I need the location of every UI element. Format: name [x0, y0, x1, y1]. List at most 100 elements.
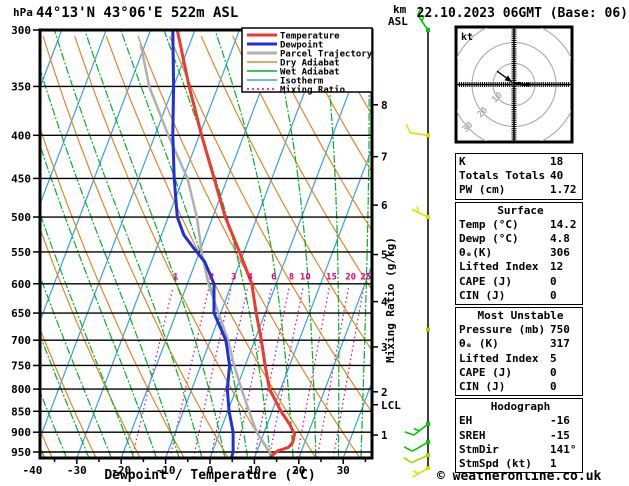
stats-tables: K 18 Totals Totals 40 PW (cm) 1.72 Surface Temp… [455, 153, 583, 475]
isotherm-line [342, 383, 371, 457]
stats-value: 1 [550, 457, 557, 471]
mixing-ratio-line [235, 286, 273, 457]
legend-label-0: Temperature [280, 32, 340, 42]
stats-section-2: Most Unstable Pressure (mb) 750 θₑ (K) 317 Li… [455, 307, 583, 397]
temp-axis: -40 -30 -20 -10 0 10 20 30 [22, 458, 367, 477]
wind-barb-shaft [413, 423, 429, 436]
pressure-unit-label: hPa [13, 6, 33, 19]
wind-barb-half-tick [420, 15, 425, 22]
temp-tick-label: -30 [67, 464, 87, 477]
stats-section-3: Hodograph EH -16 SREH -15 StmDir 141° StmSpd (k… [455, 398, 583, 474]
dry-adiabat-line [263, 35, 371, 231]
isotherm-line [298, 266, 371, 457]
mixing-ratio-line [192, 286, 232, 457]
wind-barb [411, 206, 430, 219]
stats-label: CIN (J) [459, 380, 506, 394]
wind-barb-full-tick [403, 456, 413, 464]
pressure-tick-label: 500 [11, 211, 31, 224]
wind-barb-shaft [412, 441, 429, 452]
mixing-ratio-label: 8 [289, 272, 294, 282]
stats-label: θₑ(K) [459, 246, 493, 260]
wind-barb-shaft [410, 132, 429, 137]
wind-barb-half-tick [413, 427, 420, 432]
stats-row: Lifted Index 5 [459, 352, 582, 366]
stats-value: 18 [550, 155, 564, 168]
stats-row: CAPE (J) 0 [459, 275, 582, 289]
dry-adiabat-lines [41, 35, 371, 457]
wet-adiabat-lines [41, 31, 370, 457]
wind-barb [403, 453, 430, 464]
wind-barb [403, 440, 430, 452]
wet-adiabat-line [360, 31, 370, 457]
station-title: 44°13'N 43°06'E 522m ASL [36, 5, 239, 21]
wind-barb-full-tick [416, 6, 423, 16]
stats-label: CAPE (J) [459, 274, 512, 288]
km-axis: 8 7 6 5 4 3 2 1 LCL [372, 99, 401, 442]
wind-barb-shaft [411, 208, 429, 218]
dry-adiabat-line [295, 35, 371, 172]
legend-box [241, 27, 373, 93]
isotherm-line [76, 31, 240, 457]
wind-barb-full-tick [405, 123, 411, 134]
stats-row: Lifted Index 12 [459, 260, 582, 274]
stats-section-0: K 18 Totals Totals 40 PW (cm) 1.72 [455, 153, 583, 200]
stats-value: 317 [550, 337, 570, 351]
stats-label: Dewp (°C) [459, 232, 519, 246]
stats-row: Pressure (mb) 750 [459, 323, 582, 337]
stats-label: Lifted Index [459, 351, 539, 365]
stats-row: StmSpd (kt) 1 [459, 457, 582, 471]
stats-label: CIN (J) [459, 288, 506, 302]
km-tick-label: 5 [381, 249, 388, 262]
stats-label: K [459, 155, 466, 168]
stats-value: 40 [550, 169, 564, 183]
temp-tick-label: 30 [337, 464, 350, 477]
stats-value: 0 [550, 380, 557, 394]
wet-adiabat-line [41, 70, 180, 457]
wind-barb-dot [426, 327, 430, 332]
storm-motion-arrowhead [504, 75, 512, 82]
sounding-traces [139, 31, 297, 457]
stats-row: Dewp (°C) 4.8 [459, 232, 582, 246]
pressure-tick-label: 650 [11, 307, 31, 320]
stats-value: 4.8 [550, 232, 570, 246]
stats-row: EH -16 [459, 414, 582, 428]
isotherm-line [120, 31, 285, 457]
stats-row: CAPE (J) 0 [459, 366, 582, 380]
stats-row: Totals Totals 40 [459, 169, 582, 183]
asl-unit-label: ASL [388, 15, 408, 28]
temp-tick-label: 10 [248, 464, 261, 477]
isotherm-line [41, 31, 151, 321]
dry-adiabat-line [41, 128, 185, 457]
wind-barb-shaft [417, 14, 429, 31]
wind-barb [404, 422, 430, 436]
wet-adiabat-line [41, 336, 90, 457]
km-tick-label: 7 [381, 151, 388, 164]
dry-adiabat-line [169, 35, 371, 412]
lcl-label: LCL [381, 399, 401, 412]
legend-label-1: Dewpoint [280, 40, 323, 51]
hodograph-trace-dot [526, 82, 531, 87]
legend-label-2: Parcel Trajectory [280, 49, 373, 60]
pressure-tick-label: 700 [11, 334, 31, 347]
mixing-ratio-line [316, 286, 350, 457]
wind-barb-half-tick [412, 470, 419, 475]
dry-adiabat-line [105, 35, 317, 457]
legend-label-3: Dry Adiabat [280, 58, 340, 69]
wind-barb [426, 327, 430, 332]
stats-row: PW (cm) 1.72 [459, 183, 582, 197]
isotherm-line [209, 32, 371, 457]
stats-value: 12 [550, 260, 564, 274]
dry-adiabat-line [137, 35, 361, 457]
temp-tick-label: -40 [22, 464, 42, 477]
isotherm-line [165, 31, 329, 457]
mixing-ratio-label: 6 [271, 272, 276, 282]
stats-label: CAPE (J) [459, 365, 512, 379]
temperature-trace [175, 31, 297, 457]
temp-tick-label: 20 [292, 464, 305, 477]
wet-adiabat-line [163, 31, 271, 457]
dry-adiabat-line [232, 35, 371, 290]
pressure-axis: 300 350 400 450 500 550 600 650 700 750 800 850 900 9… [11, 24, 40, 459]
mixing-ratio-labels: 1 2 3 4 6 8 10 15 20 25 [173, 272, 371, 282]
stats-label: StmSpd (kt) [459, 457, 532, 471]
